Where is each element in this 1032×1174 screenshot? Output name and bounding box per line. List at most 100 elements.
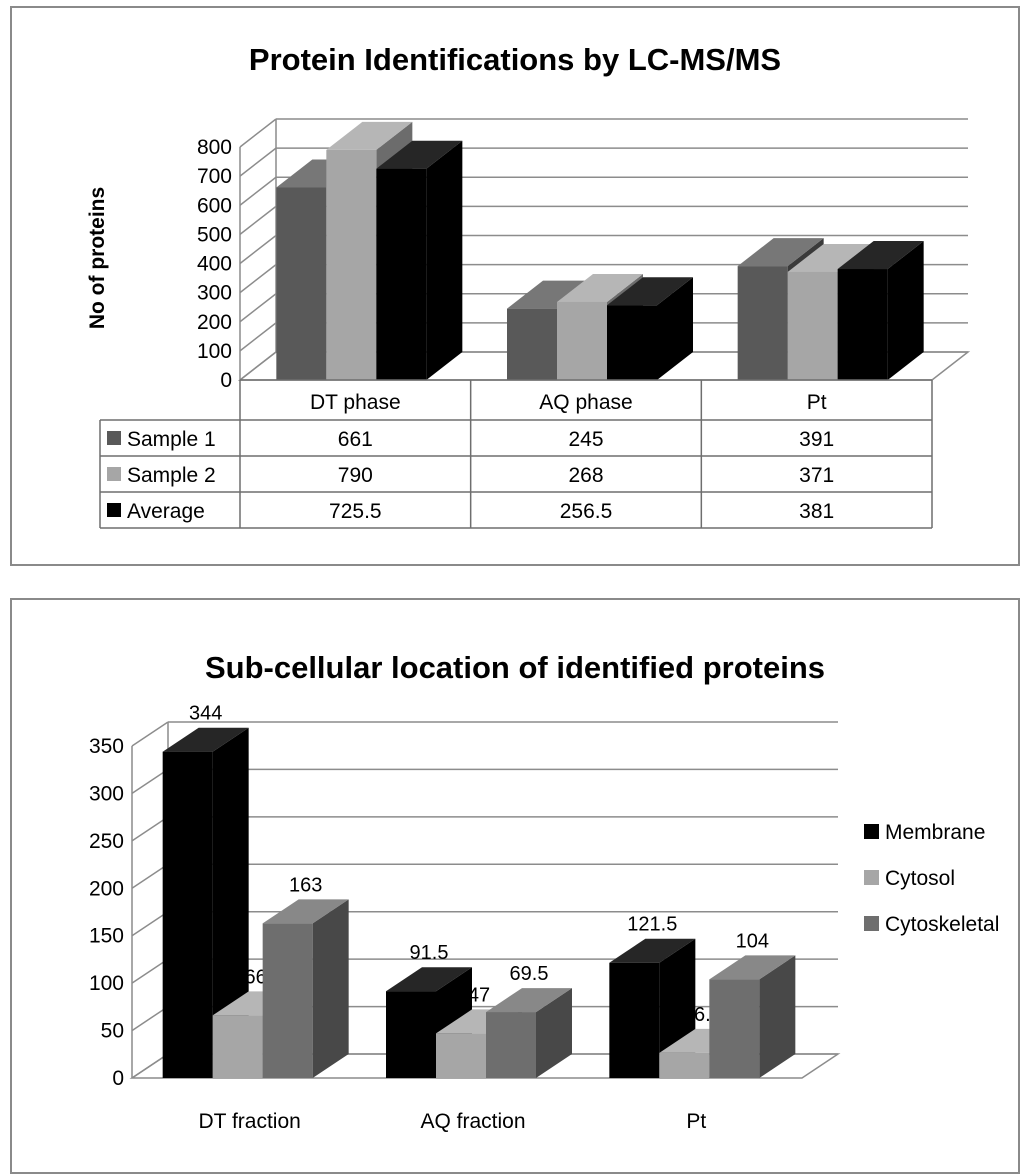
legend-swatch-average — [107, 503, 121, 517]
y-tick-label: 700 — [197, 165, 232, 188]
chart-title: Sub-cellular location of identified prot… — [205, 650, 825, 685]
bar-sample-2-dt-phase — [326, 149, 377, 380]
bar-top-average-pt — [837, 241, 924, 270]
bar-sample-1-aq-phase — [507, 308, 557, 380]
y-tick-label: 200 — [197, 311, 232, 334]
bar-top-cytoskeletal-pt — [709, 955, 796, 980]
table-row-label-average: Average — [127, 500, 205, 523]
bar-top-sample-1-aq-phase — [507, 280, 593, 309]
table-cell-sample-2-dt-phase: 790 — [338, 464, 373, 487]
data-label-cytosol-dt-fraction: 66 — [245, 966, 267, 988]
gridline-side — [239, 176, 277, 206]
y-tick-label: 250 — [89, 830, 124, 853]
data-label-cytoskeletal-pt: 104 — [736, 930, 769, 952]
bar-cytosol-pt — [659, 1052, 710, 1078]
y-tick-label: 100 — [89, 972, 124, 995]
bar-sample-1-pt — [737, 266, 788, 380]
bar-side-cytoskeletal-aq-fraction — [536, 988, 572, 1078]
x-tick-labels: DT fraction AQ fraction Pt — [199, 1110, 707, 1133]
table-cell-average-pt: 381 — [799, 500, 834, 523]
y-tick-label: 300 — [197, 282, 232, 305]
chart-panel-subcellular-location: Sub-cellular location of identified prot… — [10, 598, 1020, 1174]
bars — [276, 121, 924, 380]
bar-cytoskeletal-pt — [709, 979, 760, 1078]
protein-identifications-chart: Protein Identifications by LC-MS/MS No o… — [86, 42, 971, 529]
legend-swatch-sample-1 — [107, 431, 121, 445]
gridline-side — [239, 234, 277, 265]
bar-sample-2-pt — [787, 271, 838, 380]
y-tick-label: 400 — [197, 253, 232, 276]
table-row-label-sample-2: Sample 2 — [127, 464, 216, 487]
bar-side-average-pt — [887, 241, 924, 380]
bar-side-cytoskeletal-pt — [759, 955, 796, 1078]
x-tick-label-pt: Pt — [686, 1110, 706, 1133]
bar-average-pt — [837, 269, 888, 380]
y-tick-label: 0 — [112, 1067, 124, 1090]
y-tick-label: 300 — [89, 782, 124, 805]
bar-top-sample-1-pt — [737, 238, 824, 267]
bar-side-average-dt-phase — [426, 140, 463, 380]
bar-cytosol-aq-fraction — [436, 1033, 486, 1078]
bar-sample-2-aq-phase — [557, 301, 607, 380]
y-tick-label: 200 — [89, 877, 124, 900]
gridline-side — [239, 322, 277, 352]
gridline-side — [131, 721, 169, 747]
bar-top-sample-2-aq-phase — [557, 273, 643, 302]
bar-top-sample-2-dt-phase — [326, 121, 413, 150]
y-tick-label: 50 — [101, 1020, 124, 1043]
bar-membrane-aq-fraction — [386, 991, 436, 1078]
y-tick-label: 350 — [89, 735, 124, 758]
bar-top-cytoskeletal-dt-fraction — [262, 899, 349, 924]
bar-top-membrane-pt — [609, 938, 696, 963]
bar-side-cytoskeletal-dt-fraction — [312, 899, 349, 1078]
legend-label-cytoskeletal: Cytoskeletal — [885, 913, 999, 936]
bar-membrane-pt — [609, 962, 660, 1078]
y-tick-labels: 0 100 200 300 400 500 600 700 800 — [197, 136, 232, 392]
y-tick-labels: 0 50 100 150 200 250 300 350 — [89, 735, 124, 1090]
gridline-side — [239, 118, 277, 148]
data-table: DT phase AQ phase Pt Sample 1 661 245 391 Sampl… — [99, 379, 933, 529]
gridline-side — [239, 205, 277, 235]
y-tick-label: 150 — [89, 925, 124, 948]
legend: Membrane Cytosol Cytoskeletal — [864, 821, 999, 936]
gridline-side — [239, 293, 277, 323]
table-cell-sample-2-pt: 371 — [799, 464, 834, 487]
data-label-cytoskeletal-aq-fraction: 69.5 — [510, 963, 549, 985]
table-header-pt: Pt — [807, 391, 827, 414]
table-cell-average-dt-phase: 725.5 — [329, 500, 382, 523]
gridline-side — [131, 911, 169, 937]
table-cell-sample-1-aq-phase: 245 — [568, 428, 603, 451]
table-header-dt-phase: DT phase — [310, 391, 401, 414]
gridline-side — [239, 264, 277, 294]
legend-swatch-sample-2 — [107, 467, 121, 481]
bar-top-average-aq-phase — [607, 277, 693, 306]
chart-panel-protein-identifications: Protein Identifications by LC-MS/MS No o… — [10, 6, 1020, 566]
data-label-membrane-aq-fraction: 91.5 — [410, 942, 449, 964]
legend-swatch-cytoskeletal — [864, 916, 879, 931]
x-tick-label-aq-fraction: AQ fraction — [420, 1110, 525, 1133]
table-cell-average-aq-phase: 256.5 — [560, 500, 613, 523]
y-tick-label: 800 — [197, 136, 232, 159]
bar-side-membrane-dt-fraction — [212, 727, 249, 1078]
bar-top-membrane-dt-fraction — [162, 727, 249, 752]
bar-side-average-aq-phase — [657, 277, 693, 380]
data-label-membrane-pt: 121.5 — [627, 914, 677, 936]
bar-cytosol-dt-fraction — [212, 1015, 263, 1078]
floor — [129, 1053, 841, 1079]
bar-top-sample-2-pt — [787, 243, 874, 272]
table-cell-sample-2-aq-phase: 268 — [568, 464, 603, 487]
bar-membrane-dt-fraction — [162, 751, 213, 1078]
data-label-membrane-dt-fraction: 344 — [189, 703, 222, 725]
y-axis-label: No of proteins — [86, 187, 109, 329]
table-row-label-sample-1: Sample 1 — [127, 428, 216, 451]
y-tick-label: 100 — [197, 340, 232, 363]
gridline-side — [131, 768, 169, 795]
bar-cytoskeletal-dt-fraction — [262, 923, 313, 1078]
table-cell-sample-1-pt: 391 — [799, 428, 834, 451]
gridline-side — [239, 147, 277, 177]
bar-top-membrane-aq-fraction — [386, 967, 472, 992]
bar-cytoskeletal-aq-fraction — [486, 1012, 536, 1078]
x-tick-label-dt-fraction: DT fraction — [199, 1110, 301, 1133]
legend-swatch-membrane — [864, 824, 879, 839]
